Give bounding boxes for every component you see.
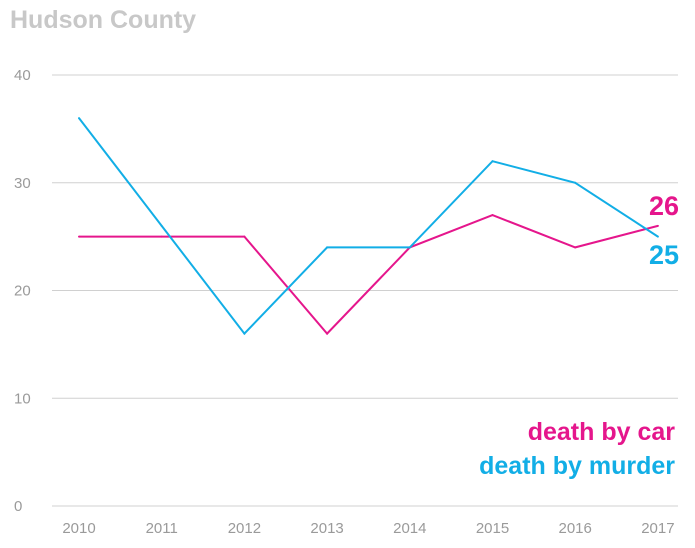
y-tick-label: 0 [14, 498, 22, 515]
legend: death by car death by murder [479, 418, 675, 480]
series-line-death-by-car [79, 214, 659, 336]
legend-item-death-by-car: death by car [528, 418, 676, 446]
end-label-death-by-murder: 25 [649, 240, 679, 270]
data-point-death-by-murder [78, 117, 80, 120]
x-tick-label: 2010 [62, 520, 95, 537]
data-point-death-by-car [243, 235, 246, 238]
x-tick-label: 2012 [228, 520, 261, 537]
data-point-death-by-murder [491, 160, 494, 163]
x-tick-label: 2014 [393, 520, 426, 537]
data-point-death-by-car [326, 332, 329, 335]
x-tick-label: 2017 [641, 520, 674, 537]
y-tick-label: 30 [14, 175, 31, 192]
y-tick-label: 20 [14, 283, 31, 300]
series-line-death-by-murder [78, 117, 659, 336]
data-point-death-by-car [78, 235, 80, 238]
data-point-death-by-car [656, 224, 659, 227]
data-point-death-by-murder [408, 246, 411, 249]
x-tick-label: 2013 [310, 520, 343, 537]
data-point-death-by-murder [574, 181, 577, 184]
x-tick-label: 2011 [146, 520, 178, 537]
data-point-death-by-car [574, 246, 577, 249]
data-point-death-by-murder [326, 246, 329, 249]
data-point-death-by-car [160, 235, 163, 238]
x-axis-ticks: 2010 2011 2012 2013 2014 2015 2016 2017 [62, 520, 674, 537]
x-tick-label: 2015 [476, 520, 509, 537]
series-layer [78, 117, 659, 336]
legend-item-death-by-murder: death by murder [479, 452, 675, 480]
data-point-death-by-car [491, 214, 494, 217]
data-point-death-by-murder [160, 224, 163, 227]
y-tick-label: 40 [14, 67, 31, 84]
data-point-death-by-murder [656, 235, 659, 238]
end-label-death-by-car: 26 [649, 191, 679, 221]
y-tick-label: 10 [14, 390, 31, 407]
chart-title: Hudson County [10, 6, 196, 34]
data-point-death-by-murder [243, 332, 246, 335]
x-tick-label: 2016 [559, 520, 592, 537]
y-axis-ticks: 0 10 20 30 40 [14, 67, 31, 515]
